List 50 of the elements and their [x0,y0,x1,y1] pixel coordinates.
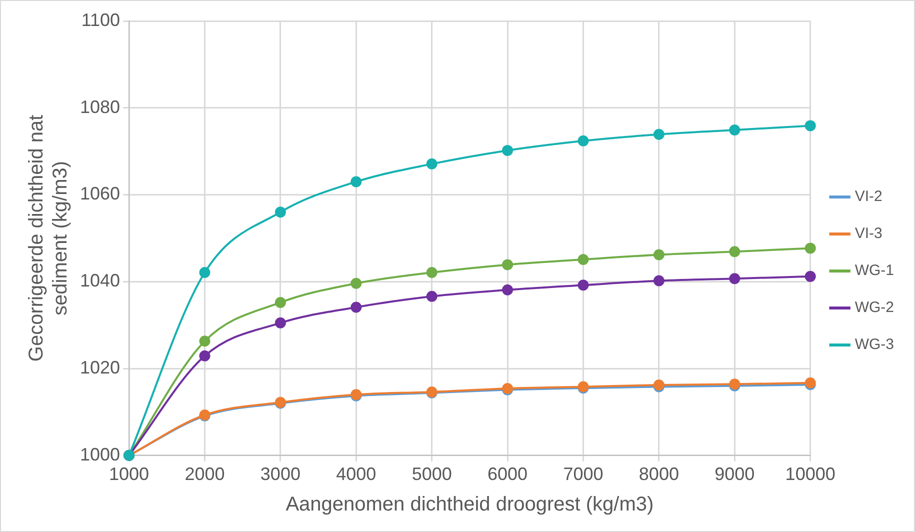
point [274,317,286,328]
legend-label: WG-1 [854,262,894,280]
x-tick-label: 6000 [488,464,528,484]
y-tick-label: 1000 [80,444,120,464]
point [502,259,514,270]
y-axis-title: Gecorrigeerde dichtheid nat sediment (kg/m3) [26,114,72,362]
x-tick-label: 1000 [109,464,150,484]
point [578,254,589,265]
point [578,135,589,146]
point [199,336,210,347]
x-tick-label: 7000 [563,464,604,484]
point [199,350,210,362]
point [653,249,664,260]
point [274,296,286,308]
point [199,267,210,278]
y-tick-label: 1040 [80,270,120,291]
legend-label: WG-3 [854,336,894,354]
y-tick-label: 1100 [81,10,120,30]
legend-label: VI-3 [854,225,882,242]
x-tick-label: 9000 [714,464,755,484]
legend-label: VI-2 [854,188,882,206]
x-axis-title: Aangenomen dichtheid droogrest (kg/m3) [286,494,654,516]
point [426,267,438,278]
y-tick-label: 1060 [80,184,120,204]
y-tick-label: 1020 [80,357,120,378]
x-tick-label: 5000 [412,464,452,484]
x-tick-label: 3000 [260,464,300,484]
x-tick-label: 10000 [785,464,836,484]
point [729,124,740,136]
x-tick-label: 2000 [184,464,225,484]
point [274,206,286,218]
x-tick-label: 8000 [638,464,679,484]
point [729,273,740,284]
point [653,275,664,286]
point [804,242,816,254]
point [653,128,664,140]
point [578,280,589,291]
point [804,270,816,282]
point [502,284,514,296]
point [426,290,438,302]
point [804,120,816,132]
x-tick-label: 4000 [336,464,376,484]
point [350,302,362,313]
point [729,246,740,258]
point [426,158,438,170]
point [350,176,362,188]
point [502,144,514,156]
y-tick-label: 1080 [80,96,120,117]
point [350,278,362,289]
legend-label: WG-2 [854,299,894,316]
